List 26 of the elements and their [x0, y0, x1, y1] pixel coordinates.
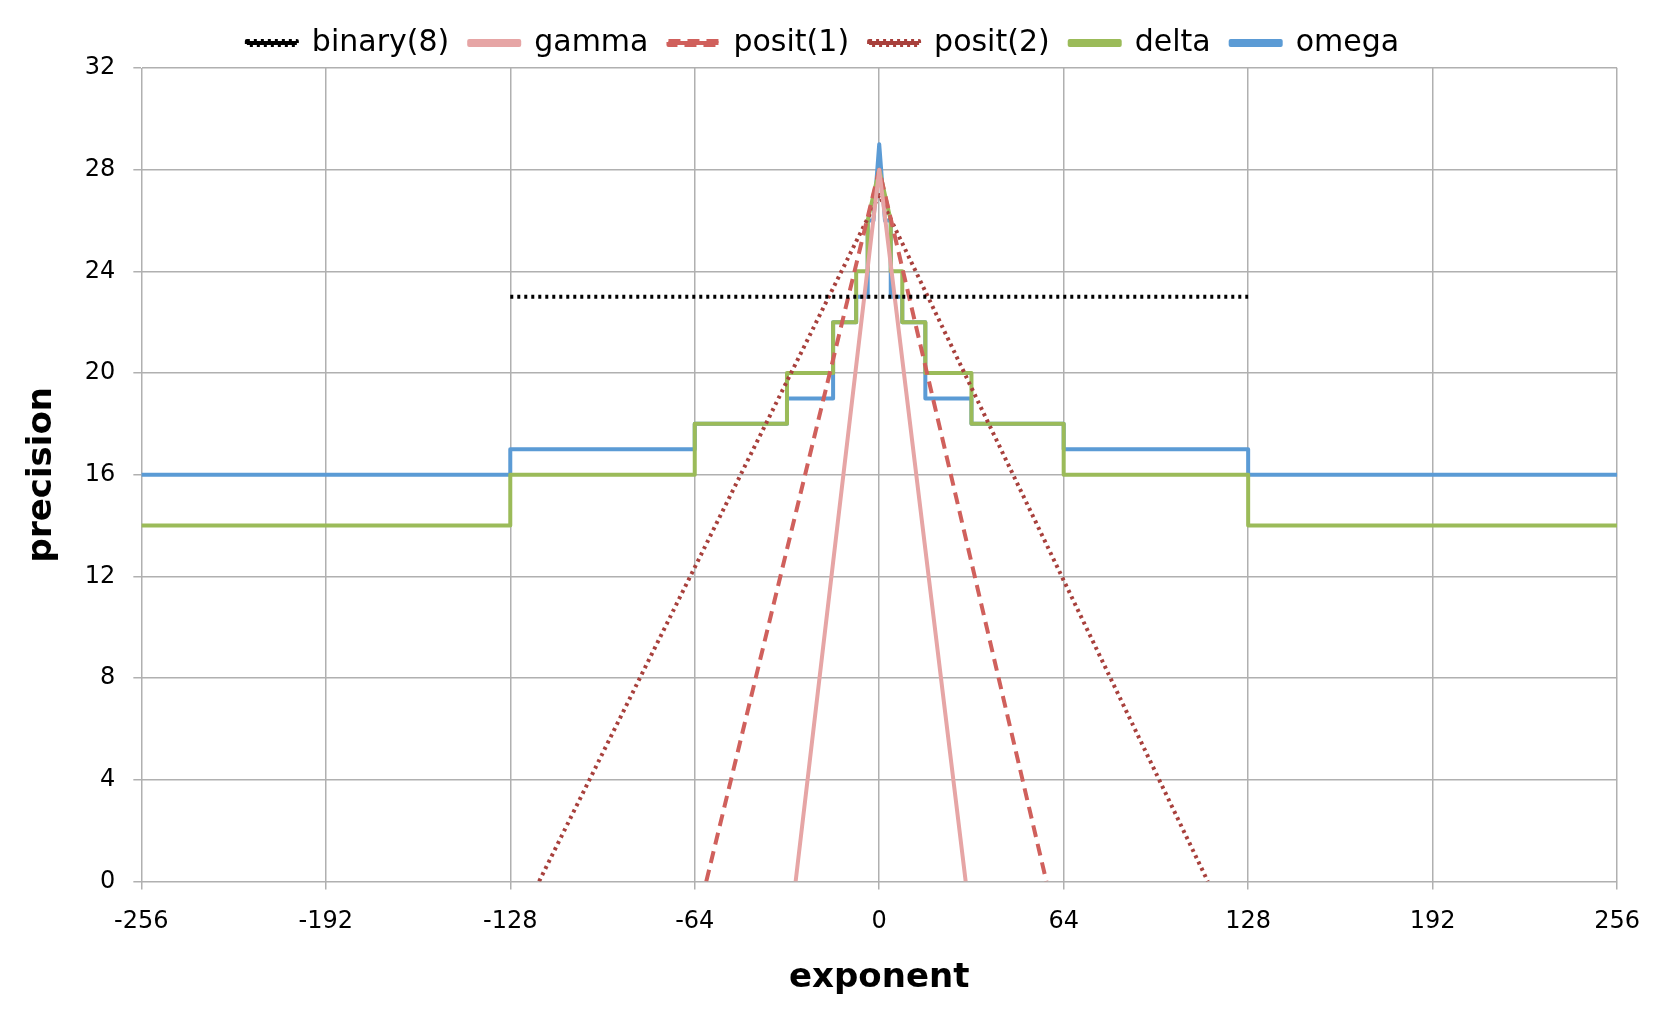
- legend-label: posit(1): [733, 22, 850, 58]
- y-tick-label: 12: [84, 560, 116, 589]
- x-tick-label: -128: [483, 906, 538, 935]
- x-axis-title: exponent: [789, 955, 970, 996]
- y-tick-label: 4: [100, 763, 116, 792]
- legend-label: gamma: [534, 22, 649, 58]
- y-tick-label: 32: [84, 52, 116, 81]
- legend-label: omega: [1295, 22, 1400, 58]
- x-tick-label: 64: [1048, 906, 1079, 935]
- y-tick-label: 8: [100, 662, 116, 691]
- y-tick-label: 28: [84, 153, 116, 182]
- x-tick-label: -64: [675, 906, 715, 935]
- y-tick-label: 0: [100, 865, 116, 894]
- x-tick-label: 192: [1409, 906, 1456, 935]
- x-tick-label: 128: [1225, 906, 1272, 935]
- legend-label: posit(2): [934, 22, 1050, 58]
- legend-label: delta: [1134, 22, 1211, 58]
- x-tick-label: -192: [298, 906, 354, 935]
- x-tick-label: 0: [871, 906, 887, 935]
- y-tick-label: 24: [84, 255, 116, 284]
- y-tick-label: 16: [84, 458, 116, 487]
- y-tick-label: 20: [84, 357, 116, 386]
- legend-label: binary(8): [311, 22, 450, 58]
- x-tick-label: -256: [114, 906, 169, 935]
- y-axis-title: precision: [19, 386, 60, 563]
- x-tick-label: 256: [1594, 906, 1640, 935]
